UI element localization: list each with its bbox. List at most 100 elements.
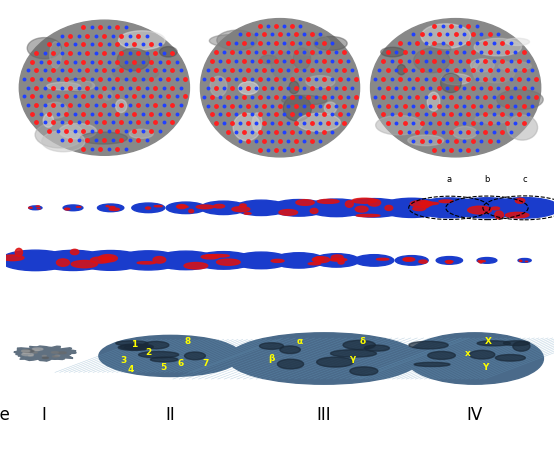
Ellipse shape — [232, 252, 290, 269]
Ellipse shape — [137, 262, 155, 264]
Ellipse shape — [315, 257, 324, 262]
Ellipse shape — [59, 123, 96, 139]
Ellipse shape — [259, 343, 283, 349]
Ellipse shape — [118, 344, 150, 350]
Text: Y: Y — [482, 363, 488, 372]
Text: 8: 8 — [185, 337, 191, 346]
Ellipse shape — [397, 65, 406, 75]
Ellipse shape — [0, 250, 71, 271]
Ellipse shape — [206, 255, 229, 257]
Ellipse shape — [352, 198, 376, 203]
Ellipse shape — [62, 46, 85, 59]
Ellipse shape — [330, 350, 376, 357]
Ellipse shape — [234, 116, 255, 143]
Ellipse shape — [316, 39, 325, 57]
Ellipse shape — [99, 255, 118, 262]
Ellipse shape — [196, 205, 214, 209]
Circle shape — [52, 352, 59, 353]
Ellipse shape — [109, 208, 119, 211]
Ellipse shape — [469, 350, 495, 359]
Ellipse shape — [37, 208, 40, 209]
Ellipse shape — [519, 260, 521, 261]
Ellipse shape — [316, 357, 353, 367]
Text: α: α — [297, 337, 303, 346]
Circle shape — [33, 352, 38, 353]
Text: 2: 2 — [146, 349, 152, 357]
Circle shape — [58, 352, 66, 354]
Ellipse shape — [80, 132, 127, 144]
Ellipse shape — [473, 60, 491, 82]
Ellipse shape — [312, 257, 330, 262]
Ellipse shape — [404, 259, 411, 261]
Ellipse shape — [151, 357, 178, 362]
Text: I: I — [41, 406, 46, 424]
Ellipse shape — [379, 198, 445, 218]
Ellipse shape — [282, 69, 311, 77]
Ellipse shape — [478, 261, 486, 262]
Ellipse shape — [427, 92, 440, 111]
Ellipse shape — [429, 44, 451, 54]
Text: δ: δ — [360, 337, 365, 346]
Ellipse shape — [143, 341, 169, 349]
Ellipse shape — [421, 201, 430, 208]
Ellipse shape — [232, 207, 250, 212]
Text: III: III — [316, 406, 331, 424]
Ellipse shape — [43, 102, 67, 118]
Circle shape — [32, 348, 43, 350]
Ellipse shape — [283, 95, 311, 121]
Ellipse shape — [244, 213, 251, 214]
Ellipse shape — [453, 126, 477, 139]
Text: 7: 7 — [203, 359, 209, 368]
Ellipse shape — [365, 345, 389, 351]
Ellipse shape — [428, 351, 455, 360]
Ellipse shape — [452, 198, 521, 218]
Ellipse shape — [253, 113, 262, 132]
Ellipse shape — [421, 24, 470, 49]
Ellipse shape — [477, 257, 497, 263]
Ellipse shape — [293, 48, 311, 70]
Text: γ: γ — [349, 354, 356, 363]
Ellipse shape — [64, 208, 70, 210]
Ellipse shape — [50, 42, 62, 68]
Ellipse shape — [115, 251, 181, 270]
Text: b: b — [484, 175, 489, 184]
Ellipse shape — [146, 207, 151, 209]
Ellipse shape — [260, 55, 277, 64]
Ellipse shape — [270, 200, 328, 216]
Text: 6: 6 — [178, 359, 184, 368]
Ellipse shape — [343, 340, 375, 349]
Ellipse shape — [439, 200, 453, 202]
Ellipse shape — [27, 38, 61, 59]
Ellipse shape — [479, 261, 482, 263]
Ellipse shape — [474, 38, 521, 56]
Ellipse shape — [338, 260, 344, 264]
Ellipse shape — [350, 367, 378, 376]
Ellipse shape — [35, 121, 84, 148]
Ellipse shape — [210, 76, 227, 97]
Ellipse shape — [306, 76, 335, 87]
Ellipse shape — [468, 206, 492, 214]
Ellipse shape — [116, 341, 148, 346]
Ellipse shape — [414, 48, 450, 73]
Ellipse shape — [29, 206, 42, 210]
Ellipse shape — [154, 251, 218, 270]
Ellipse shape — [43, 114, 54, 127]
Text: a: a — [11, 14, 23, 32]
Ellipse shape — [332, 255, 343, 260]
Ellipse shape — [277, 359, 304, 369]
Ellipse shape — [395, 256, 428, 265]
Ellipse shape — [306, 199, 367, 217]
Ellipse shape — [235, 200, 287, 216]
Ellipse shape — [282, 95, 327, 105]
Ellipse shape — [57, 259, 69, 266]
Ellipse shape — [515, 198, 525, 203]
Ellipse shape — [403, 257, 415, 261]
Ellipse shape — [308, 262, 321, 265]
Ellipse shape — [102, 91, 112, 100]
Ellipse shape — [419, 260, 427, 263]
Ellipse shape — [64, 79, 91, 92]
Ellipse shape — [97, 204, 124, 212]
Ellipse shape — [189, 209, 194, 213]
Ellipse shape — [217, 30, 257, 50]
Ellipse shape — [228, 333, 420, 384]
